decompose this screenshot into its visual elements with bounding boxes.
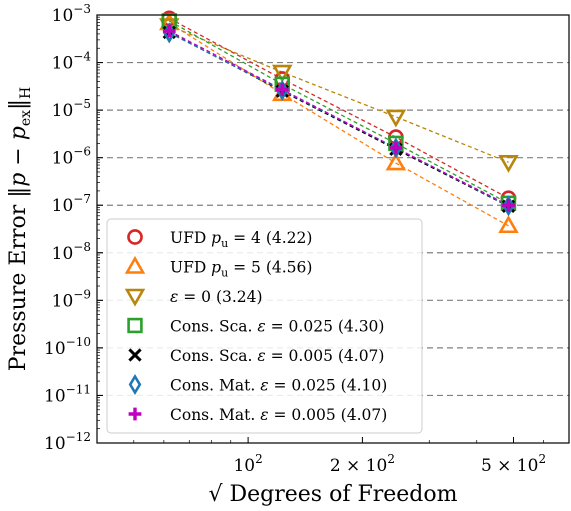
y-tick-label: 10−8 <box>52 240 91 264</box>
data-point <box>385 152 407 171</box>
data-point <box>389 141 403 155</box>
legend-marker <box>127 229 143 245</box>
data-point <box>389 137 403 159</box>
legend-entry: Cons. Sca. ε = 0.005 (4.07) <box>170 347 384 365</box>
y-tick-label: 10−6 <box>52 145 91 169</box>
x-tick-label: 5 × 102 <box>481 452 546 476</box>
legend-marker <box>127 317 143 334</box>
y-tick-label: 10−4 <box>52 50 92 74</box>
data-point <box>385 109 407 128</box>
series-line <box>169 24 509 163</box>
data-point <box>502 195 515 217</box>
series-markers <box>159 10 519 234</box>
plot-frame <box>96 14 570 444</box>
y-tick-label: 10−7 <box>52 192 91 216</box>
data-point <box>275 79 289 101</box>
y-tick-label: 10−12 <box>44 430 91 454</box>
data-point <box>498 154 519 173</box>
legend-marker <box>128 373 142 396</box>
legend-entry: Cons. Mat. ε = 0.005 (4.07) <box>170 406 387 424</box>
legend-marker <box>124 255 146 274</box>
x-tick-label: 102 <box>233 452 262 476</box>
legend-entry: ε = 0 (3.24) <box>170 288 263 306</box>
y-tick-label: 10−9 <box>52 287 91 311</box>
data-point <box>502 198 515 212</box>
y-axis-ticks: 10−3 10−4 10−5 10−6 10−7 10−8 10−9 10−10 10−11 10… <box>44 2 103 454</box>
legend-entry: UFD pu = 5 (4.56) <box>170 259 312 280</box>
legend-marker <box>128 348 142 362</box>
data-point <box>275 83 289 96</box>
y-tick-label: 10−10 <box>44 335 91 359</box>
data-point <box>162 24 176 38</box>
series-line <box>168 17 509 199</box>
data-point <box>498 215 519 234</box>
y-tick-label: 10−5 <box>52 97 91 121</box>
y-axis-label: Pressure Error ‖p − pex‖H <box>6 87 34 371</box>
legend-entry: UFD pu = 4 (4.22) <box>170 229 312 250</box>
legend-entry: Cons. Sca. ε = 0.025 (4.30) <box>170 318 384 336</box>
legend: UFD pu = 4 (4.22) UFD pu = 5 (4.56) ε = 0 … <box>106 218 423 434</box>
legend-entry: Cons. Mat. ε = 0.025 (4.10) <box>170 377 387 395</box>
series-line <box>168 20 509 204</box>
x-axis-label: √ Degrees of Freedom <box>209 482 458 507</box>
x-tick-label: 2 × 102 <box>330 452 395 476</box>
legend-box <box>106 218 423 434</box>
data-point <box>272 64 293 83</box>
legend-marker <box>124 288 146 307</box>
x-axis-ticks: 102 2 × 102 5 × 102 <box>133 437 546 476</box>
series-line <box>169 30 509 206</box>
y-tick-label: 10−3 <box>52 2 91 26</box>
series-line <box>168 22 509 227</box>
series-lines <box>168 17 509 227</box>
y-tick-label: 10−11 <box>44 382 91 406</box>
legend-marker <box>128 407 142 421</box>
